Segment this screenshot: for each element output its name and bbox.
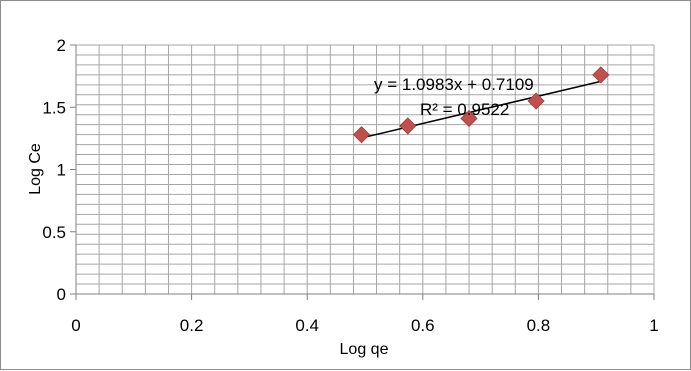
x-tick-label: 0.2: [180, 316, 204, 335]
x-tick-label: 0: [71, 316, 80, 335]
trendline-r-squared: R² = 0.9522: [420, 100, 509, 119]
x-tick-label: 0.4: [295, 316, 319, 335]
data-point: [352, 126, 371, 144]
y-tick-label: 0: [57, 285, 66, 304]
data-point: [399, 117, 417, 135]
data-points: [352, 66, 610, 144]
data-point: [460, 109, 478, 128]
y-tick-label: 1.5: [42, 98, 66, 117]
trendline-equation: y = 1.0983x + 0.7109: [374, 75, 534, 94]
tick-labels: 0 0.2 0.4 0.6 0.8 1 0 0.5 1 1.5 2: [42, 36, 658, 335]
x-axis-title: Log qe: [340, 341, 389, 358]
y-tick-label: 1: [57, 161, 66, 180]
trendline-layer: [361, 80, 601, 139]
data-point: [592, 66, 610, 84]
data-point: [527, 92, 545, 110]
axes: [70, 44, 655, 300]
x-tick-label: 1: [649, 316, 658, 335]
trendline: [361, 80, 601, 139]
y-tick-label: 2: [57, 36, 66, 55]
x-tick-label: 0.8: [527, 316, 551, 335]
y-tick-label: 0.5: [42, 223, 66, 242]
gridlines: [76, 44, 655, 294]
x-tick-label: 0.6: [411, 316, 435, 335]
y-axis-title: Log Ce: [27, 143, 44, 195]
